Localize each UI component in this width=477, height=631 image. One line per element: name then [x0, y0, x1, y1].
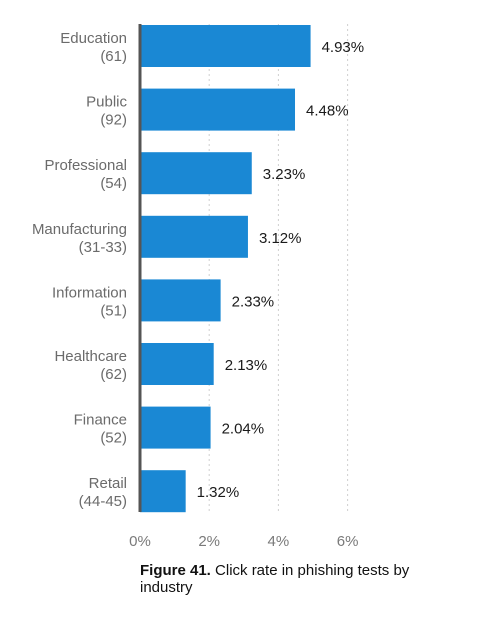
bar-7	[140, 470, 186, 513]
category-code-7: (44-45)	[79, 493, 127, 510]
category-code-6: (52)	[100, 430, 127, 447]
category-label-3: Manufacturing	[32, 221, 127, 238]
category-label-4: Information	[52, 284, 127, 301]
value-label-7: 1.32%	[197, 484, 240, 501]
value-label-3: 3.12%	[259, 230, 302, 247]
category-labels: Education(61) Public(92) Professional(54) M…	[32, 30, 128, 510]
bar-5	[140, 343, 214, 385]
bar-4	[140, 279, 221, 322]
bar-chart: Education(61) Public(92) Professional(54) M…	[32, 24, 364, 550]
bar-6	[140, 406, 211, 449]
value-labels: 4.93% 4.48% 3.23% 3.12% 2.33% 2.13% 2.04% 1.32%	[197, 39, 364, 501]
category-label-6: Finance	[74, 412, 127, 429]
bar-2	[140, 152, 252, 195]
bar-1	[140, 88, 296, 131]
value-label-6: 2.04%	[222, 421, 265, 438]
bar-0	[140, 25, 311, 67]
category-label-7: Retail	[89, 475, 127, 492]
bars	[140, 25, 311, 513]
category-label-1: Public	[86, 94, 127, 111]
category-code-3: (31-33)	[79, 239, 127, 256]
category-code-0: (61)	[100, 48, 127, 65]
bar-3	[140, 215, 248, 258]
category-code-2: (54)	[100, 175, 127, 192]
category-code-4: (51)	[100, 302, 127, 319]
category-label-2: Professional	[44, 157, 127, 174]
value-label-2: 3.23%	[263, 166, 306, 183]
x-tick-label-0: 0%	[129, 533, 151, 550]
x-tick-labels: 0% 2% 4% 6%	[129, 533, 358, 550]
x-tick-label-1: 2%	[198, 533, 220, 550]
value-label-0: 4.93%	[322, 39, 365, 56]
caption-figure-number: Figure 41.	[140, 562, 211, 579]
value-label-5: 2.13%	[225, 357, 268, 374]
category-label-0: Education	[60, 30, 127, 47]
caption-text: Click rate in phishing tests by industry	[140, 562, 410, 596]
category-code-5: (62)	[100, 366, 127, 383]
category-label-5: Healthcare	[54, 348, 127, 365]
figure-caption: Figure 41. Click rate in phishing tests …	[140, 562, 440, 596]
x-tick-label-3: 6%	[337, 533, 359, 550]
value-label-4: 2.33%	[232, 293, 275, 310]
value-label-1: 4.48%	[306, 103, 349, 120]
x-tick-label-2: 4%	[268, 533, 290, 550]
category-code-1: (92)	[100, 112, 127, 129]
